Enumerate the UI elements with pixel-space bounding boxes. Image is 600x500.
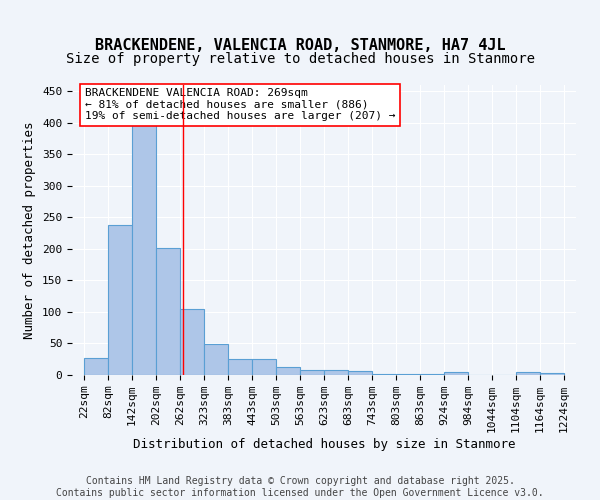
Bar	[372, 374, 396, 375]
Bar	[396, 374, 420, 375]
Bar	[84, 358, 108, 375]
Bar	[516, 372, 540, 375]
Bar	[180, 309, 204, 375]
Y-axis label: Number of detached properties: Number of detached properties	[23, 121, 37, 339]
Bar	[156, 248, 180, 375]
Bar	[132, 118, 156, 375]
Bar	[276, 367, 300, 375]
Bar	[420, 374, 444, 375]
Bar	[228, 358, 252, 375]
Text: Size of property relative to detached houses in Stanmore: Size of property relative to detached ho…	[65, 52, 535, 66]
Bar	[540, 373, 564, 375]
Text: Contains HM Land Registry data © Crown copyright and database right 2025.
Contai: Contains HM Land Registry data © Crown c…	[56, 476, 544, 498]
X-axis label: Distribution of detached houses by size in Stanmore: Distribution of detached houses by size …	[133, 438, 515, 450]
Bar	[348, 370, 372, 375]
Bar	[108, 225, 132, 375]
Bar	[252, 359, 276, 375]
Bar	[324, 370, 348, 375]
Bar	[300, 370, 324, 375]
Text: BRACKENDENE, VALENCIA ROAD, STANMORE, HA7 4JL: BRACKENDENE, VALENCIA ROAD, STANMORE, HA…	[95, 38, 505, 52]
Bar	[204, 344, 228, 375]
Text: BRACKENDENE VALENCIA ROAD: 269sqm
← 81% of detached houses are smaller (886)
19%: BRACKENDENE VALENCIA ROAD: 269sqm ← 81% …	[85, 88, 395, 122]
Bar	[444, 372, 468, 375]
